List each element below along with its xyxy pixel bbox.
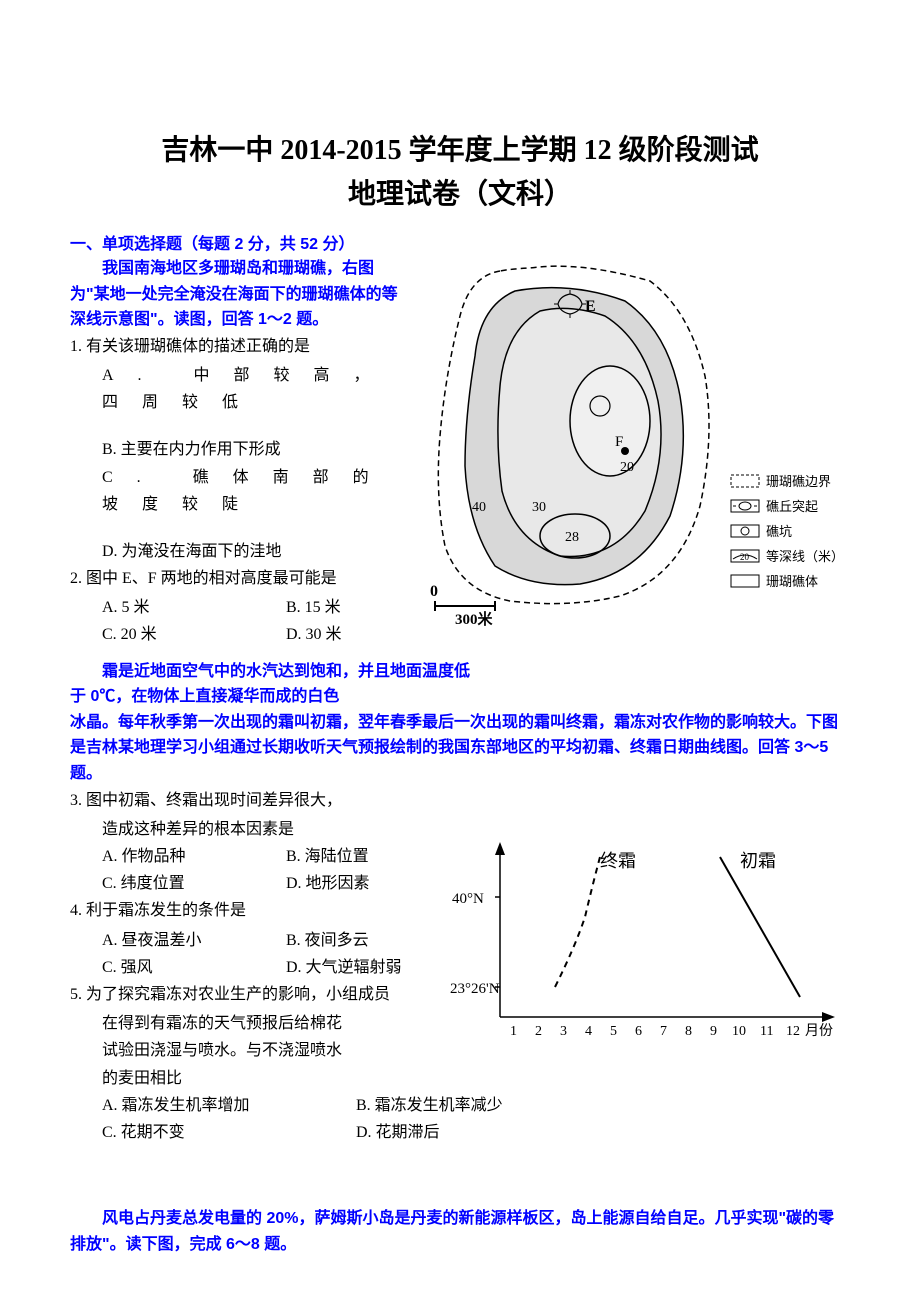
ylabel-23n: 23°26'N [450, 981, 500, 997]
question-1: 1. 有关该珊瑚礁体的描述正确的是 [70, 333, 410, 360]
label-28: 28 [565, 530, 579, 545]
q5-opt-d: D. 花期滞后 [356, 1124, 440, 1141]
legend-label-3: 等深线（米） [766, 546, 844, 565]
svg-text:12: 12 [786, 1024, 800, 1039]
q1-opt-b: B. 主要在内力作用下形成 [70, 436, 410, 463]
q2-opt-a: A. 5 米 [102, 594, 282, 621]
q2-opt-b: B. 15 米 [286, 599, 341, 616]
q5-opt-c: C. 花期不变 [102, 1119, 352, 1146]
q2-opt-c: C. 20 米 [102, 621, 282, 648]
x-unit: 月份 [805, 1023, 833, 1039]
q3-opt-d: D. 地形因素 [286, 875, 370, 892]
q5-opt-b: B. 霜冻发生机率减少 [356, 1097, 503, 1114]
svg-text:4: 4 [585, 1024, 592, 1039]
svg-text:8: 8 [685, 1024, 692, 1039]
title-line-1: 吉林一中 2014-2015 学年度上学期 12 级阶段测试 [70, 130, 850, 172]
svg-text:11: 11 [760, 1024, 773, 1039]
figure-1-coral-reef: E F 40 30 20 28 0 300米 [420, 256, 850, 626]
svg-text:10: 10 [732, 1024, 746, 1039]
label-30: 30 [532, 500, 546, 515]
passage-2-intro-b: 冰晶。每年秋季第一次出现的霜叫初霜，翌年春季最后一次出现的霜叫终霜，霜冻对农作物… [70, 710, 850, 787]
passage-2-intro-a: 霜是近地面空气中的水汽达到饱和，并且地面温度低于 0℃，在物体上直接凝华而成的白… [70, 659, 480, 710]
svg-text:7: 7 [660, 1024, 667, 1039]
q3-opt-a: A. 作物品种 [102, 843, 282, 870]
label-40: 40 [472, 500, 486, 515]
question-3: 3. 图中初霜、终霜出现时间差异很大， [70, 787, 440, 814]
passage-1-intro: 我国南海地区多珊瑚岛和珊瑚礁，右图为"某地一处完全淹没在海面下的珊瑚礁体的等深线… [70, 256, 410, 333]
svg-text:3: 3 [560, 1024, 567, 1039]
q4-opt-c: C. 强风 [102, 954, 282, 981]
svg-text:9: 9 [710, 1024, 717, 1039]
q3-sub: 造成这种差异的根本因素是 [70, 816, 440, 843]
svg-text:2: 2 [535, 1024, 542, 1039]
scale-zero: 0 [430, 583, 438, 600]
q1-opt-a: A. 中部较高，四周较低 [70, 362, 410, 416]
label-F: F [615, 434, 623, 450]
legend-label-0: 珊瑚礁边界 [766, 471, 831, 490]
q4-opt-d: D. 大气逆辐射弱 [286, 959, 402, 976]
legend-label-2: 礁坑 [766, 521, 792, 540]
q5-opt-a: A. 霜冻发生机率增加 [102, 1092, 352, 1119]
label-E: E [585, 298, 596, 315]
figure-1-legend: 珊瑚礁边界 礁丘突起 礁坑 20 等深线（米） 珊瑚礁体 [730, 471, 850, 596]
q5-sub2: 在得到有霜冻的天气预报后给棉花 [70, 1010, 440, 1037]
series-zhong-label: 终霜 [600, 851, 636, 871]
question-5: 5. 为了探究霜冻对农业生产的影响，小组成员 [70, 981, 440, 1008]
q4-opt-a: A. 昼夜温差小 [102, 927, 282, 954]
q3-opt-c: C. 纬度位置 [102, 870, 282, 897]
q1-opt-c: C. 礁体南部的坡度较陡 [70, 464, 410, 518]
legend-label-1: 礁丘突起 [766, 496, 818, 515]
series-chu-label: 初霜 [740, 851, 776, 871]
section-header: 一、单项选择题（每题 2 分，共 52 分） [70, 230, 850, 254]
q5-sub4: 的麦田相比 [70, 1065, 440, 1092]
label-20: 20 [620, 460, 634, 475]
figure-2-frost-chart: 40°N 23°26'N 1 2 3 4 5 6 7 8 9 10 11 12 … [450, 817, 850, 1067]
scale-label: 300米 [455, 610, 494, 626]
q4-opt-b: B. 夜间多云 [286, 932, 369, 949]
title-line-2: 地理试卷（文科） [70, 172, 850, 212]
q1-opt-d: D. 为淹没在海面下的洼地 [70, 538, 410, 565]
svg-text:6: 6 [635, 1024, 642, 1039]
q3-opt-b: B. 海陆位置 [286, 848, 369, 865]
svg-text:5: 5 [610, 1024, 617, 1039]
svg-text:1: 1 [510, 1024, 517, 1039]
ylabel-40n: 40°N [452, 891, 484, 907]
svg-text:20: 20 [740, 552, 750, 562]
q2-opt-d: D. 30 米 [286, 626, 342, 643]
passage-3-intro: 风电占丹麦总发电量的 20%，萨姆斯小岛是丹麦的新能源样板区，岛上能源自给自足。… [70, 1206, 850, 1257]
legend-label-4: 珊瑚礁体 [766, 571, 818, 590]
q5-sub3: 试验田浇湿与喷水。与不浇湿喷水 [70, 1037, 440, 1064]
question-2: 2. 图中 E、F 两地的相对高度最可能是 [70, 565, 410, 592]
question-4: 4. 利于霜冻发生的条件是 [70, 897, 440, 924]
